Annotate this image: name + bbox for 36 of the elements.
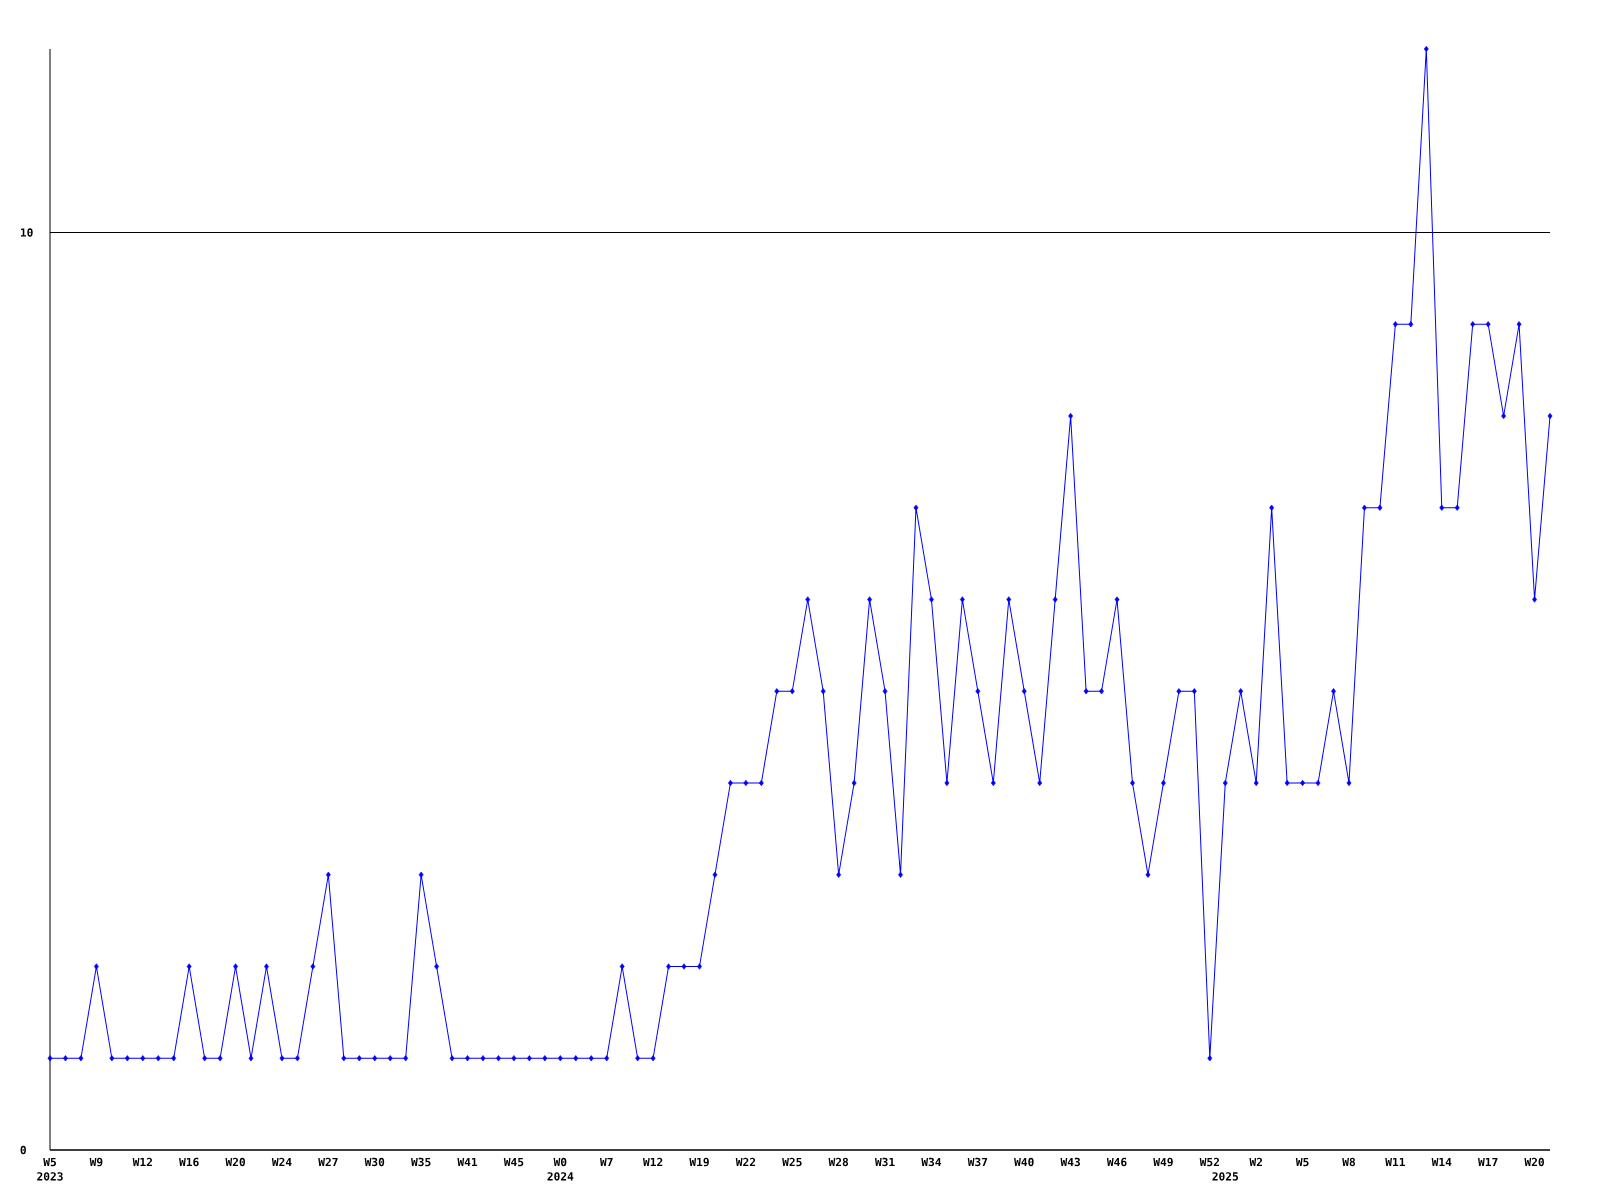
x-tick-label: W34 <box>921 1157 942 1167</box>
x-tick-label: W40 <box>1014 1157 1034 1167</box>
x-tick-label: W0 2024 <box>547 1157 574 1181</box>
x-tick-label: W30 <box>364 1157 385 1167</box>
x-tick-label: W22 <box>735 1157 756 1167</box>
x-tick-label: W12 <box>642 1157 663 1167</box>
x-tick-label: W2 <box>1249 1157 1262 1167</box>
x-tick-label: W7 <box>599 1157 613 1167</box>
x-tick-label: W20 <box>225 1157 245 1167</box>
x-tick-label: W43 <box>1060 1157 1081 1167</box>
x-tick-label: W14 <box>1431 1157 1452 1167</box>
x-tick-label: W41 <box>457 1157 478 1167</box>
x-tick-label: W37 <box>967 1157 988 1167</box>
x-tick-label: W24 <box>271 1157 292 1167</box>
x-tick-label: W28 <box>828 1157 849 1167</box>
x-tick-label: W49 <box>1153 1157 1173 1167</box>
x-tick-label: W8 <box>1342 1157 1355 1167</box>
x-tick-label: W11 <box>1385 1157 1405 1167</box>
x-tick-label: W25 <box>782 1157 802 1167</box>
x-tick-label: W27 <box>318 1157 338 1167</box>
x-tick-label: W17 <box>1478 1157 1498 1167</box>
y-tick-label: 10 <box>20 228 33 237</box>
x-tick-label: W5 <box>1295 1157 1309 1167</box>
x-tick-label: W20 <box>1524 1157 1544 1167</box>
x-tick-label: W12 <box>132 1157 152 1167</box>
y-tick-label: 0 <box>20 1145 26 1155</box>
x-tick-label: W45 <box>503 1157 524 1167</box>
x-tick-label: W19 <box>689 1157 709 1167</box>
x-tick-label: W9 <box>89 1157 103 1167</box>
x-tick-label: 2025 <box>1212 1172 1238 1181</box>
x-tick-label: W35 <box>411 1157 431 1167</box>
x-tick-label: W5 2023 <box>37 1157 63 1181</box>
x-tick-label: W52 <box>1199 1157 1219 1167</box>
x-tick-label: W46 <box>1106 1157 1127 1167</box>
x-tick-label: W31 <box>874 1157 895 1167</box>
x-tick-label: W16 <box>179 1157 199 1167</box>
